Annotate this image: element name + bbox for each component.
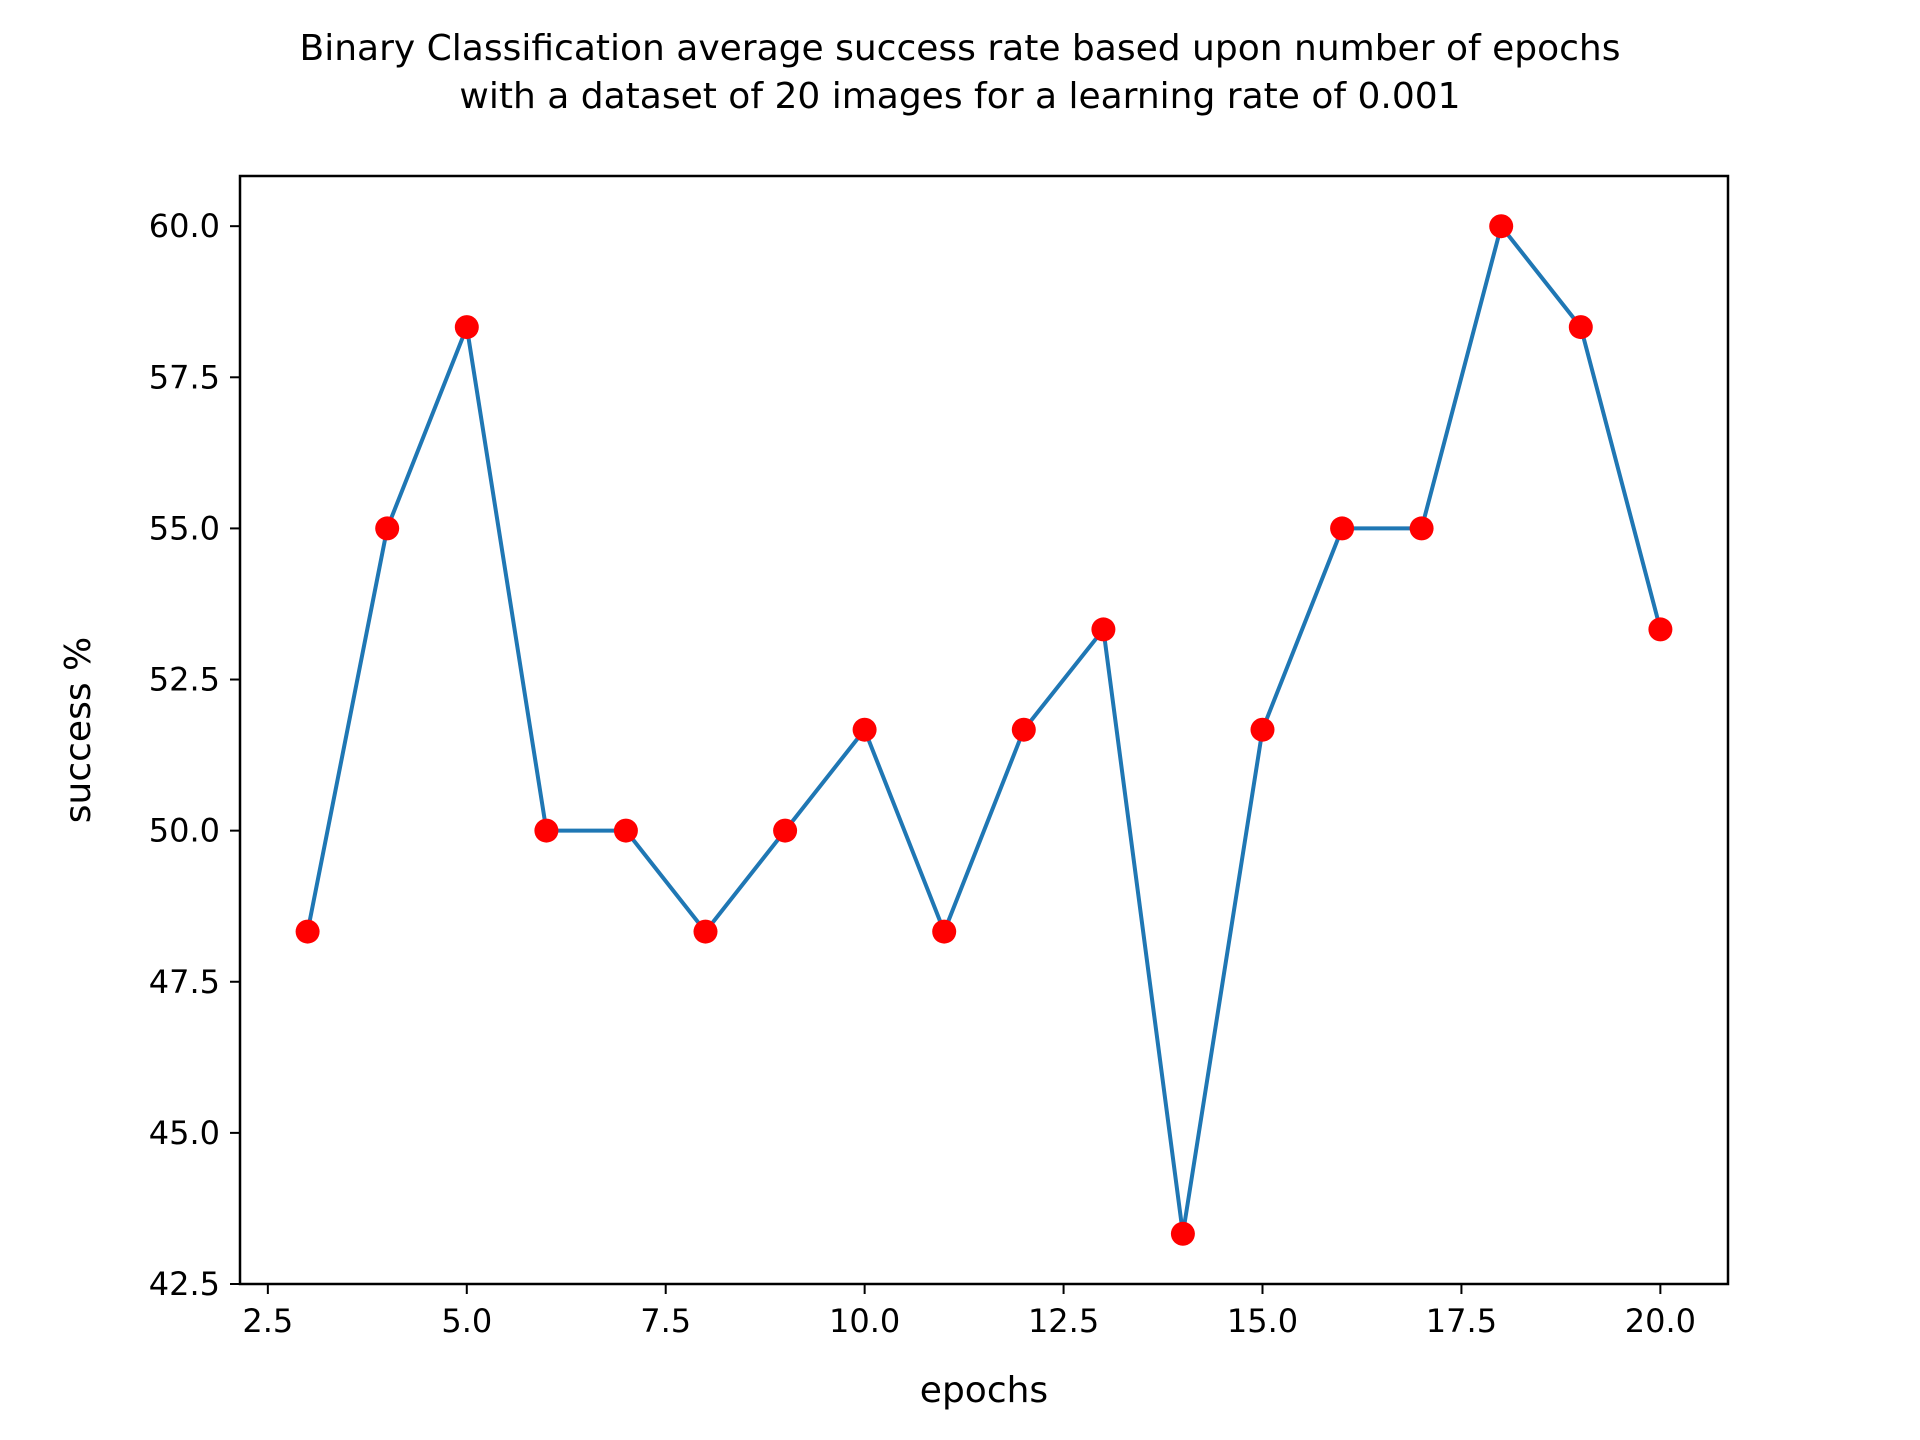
data-point [1409,516,1434,541]
x-tick-label: 12.5 [1028,1302,1099,1340]
x-tick-label: 17.5 [1426,1302,1497,1340]
data-point [852,717,877,742]
x-axis-label: epochs [920,1370,1048,1411]
data-point [1011,717,1036,742]
data-point [932,919,957,944]
chart-title-line-1: Binary Classification average success ra… [300,28,1621,69]
x-tick-label: 15.0 [1227,1302,1298,1340]
y-axis-label: success % [58,637,99,823]
y-tick-label: 57.5 [149,358,220,396]
y-tick-label: 47.5 [149,963,220,1001]
x-tick-label: 20.0 [1625,1302,1696,1340]
series-line [305,224,1663,1236]
data-point [454,315,479,340]
x-tick-label: 10.0 [829,1302,900,1340]
axes-frame [238,174,1730,1286]
data-point [1330,516,1355,541]
x-tick-label: 7.5 [640,1302,691,1340]
y-tick-label: 50.0 [149,812,220,850]
y-tick-label: 60.0 [149,207,220,245]
data-point [1568,315,1593,340]
data-point [1250,717,1275,742]
data-point [1489,214,1514,239]
x-axis-ticks: 2.5 5.0 7.5 10.0 12.5 15.0 17.5 20.0 [242,1284,1696,1340]
data-point [534,818,559,843]
data-point [1170,1221,1195,1246]
chart-title-line-2: with a dataset of 20 images for a learni… [459,76,1460,117]
y-tick-label: 45.0 [149,1114,220,1152]
y-tick-label: 55.0 [149,509,220,547]
data-point [693,919,718,944]
data-point [773,818,798,843]
data-point [295,919,320,944]
data-point [1091,617,1116,642]
y-tick-label: 52.5 [149,661,220,699]
x-tick-label: 2.5 [242,1302,293,1340]
x-tick-label: 5.0 [441,1302,492,1340]
y-axis-ticks: 42.5 45.0 47.5 50.0 52.5 55.0 57.5 60.0 [149,207,240,1303]
data-point [375,516,400,541]
data-point [1648,617,1673,642]
plot-area [295,214,1673,1246]
data-point [613,818,638,843]
y-tick-label: 42.5 [149,1265,220,1303]
